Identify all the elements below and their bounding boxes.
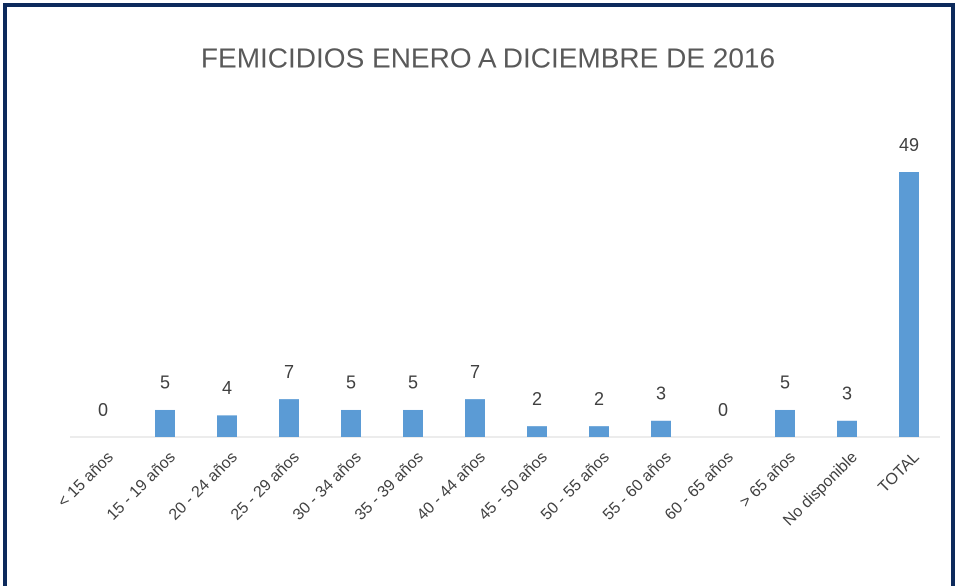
- frame: [3, 3, 955, 586]
- value-label: 0: [98, 400, 108, 420]
- bar: [341, 409, 361, 437]
- bar: [403, 409, 423, 437]
- bar: [837, 420, 857, 437]
- x-tick-label: TOTAL: [875, 449, 923, 497]
- value-label: 7: [284, 362, 294, 382]
- value-label: 2: [594, 389, 604, 409]
- bar: [217, 415, 237, 437]
- bar: [651, 420, 671, 437]
- bar: [279, 399, 299, 437]
- value-label: 5: [160, 373, 170, 393]
- value-label: 3: [656, 384, 666, 404]
- value-label: 5: [408, 373, 418, 393]
- chart-title: FEMICIDIOS ENERO A DICIEMBRE DE 2016: [201, 42, 775, 73]
- value-label: 49: [899, 135, 919, 155]
- value-label: 0: [718, 400, 728, 420]
- value-label: 3: [842, 384, 852, 404]
- bar: [155, 409, 175, 437]
- bar: [899, 172, 919, 437]
- value-label: 5: [346, 373, 356, 393]
- value-label: 4: [222, 378, 232, 398]
- value-label: 5: [780, 373, 790, 393]
- bar: [589, 426, 609, 437]
- bar: [775, 409, 795, 437]
- value-label: 7: [470, 362, 480, 382]
- value-label: 2: [532, 389, 542, 409]
- x-tick-label: < 15 años: [55, 449, 117, 511]
- x-tick-label: > 65 años: [737, 449, 799, 511]
- bar: [527, 426, 547, 437]
- bar: [465, 399, 485, 437]
